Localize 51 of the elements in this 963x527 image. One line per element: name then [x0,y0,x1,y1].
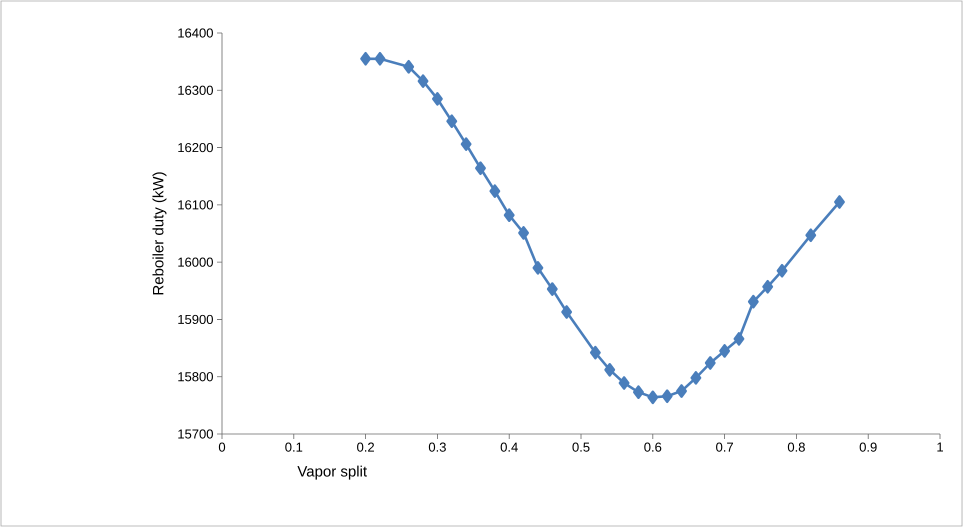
y-tick-label: 15700 [178,429,213,439]
y-tick-label: 16000 [178,258,213,267]
x-tick-label: 0.7 [716,442,733,452]
y-tick-label: 16300 [178,86,213,95]
y-tick-label: 16100 [178,200,213,210]
point [489,184,500,198]
point [633,385,644,399]
x-tick-label: 1 [937,442,943,452]
point [475,161,486,175]
point [805,228,816,242]
x-tick-label: 0 [218,442,226,452]
point [676,384,687,398]
y-tick-label: 16200 [178,142,213,152]
point [360,52,372,66]
x-tick-label: 0.6 [644,442,662,452]
point [748,294,759,308]
x-tick-label: 0.8 [788,442,805,452]
point [762,280,774,294]
point [662,389,673,403]
point [704,356,716,370]
point [418,74,428,88]
x-tick-label: 0.1 [285,442,302,452]
point [734,332,744,346]
x-tick-label: 0.4 [500,442,518,452]
point [834,195,845,209]
point [546,282,558,296]
point [719,344,730,358]
y-tick-label: 15900 [178,314,213,324]
point [618,376,630,390]
point [690,371,702,385]
x-tick-label: 0.5 [572,442,590,452]
x-tick-label: 0.2 [357,442,374,452]
point [647,390,658,404]
point [518,226,529,240]
point [460,137,472,151]
y-axis-title: Reboiler duty (kW) [152,172,166,294]
point [432,92,443,106]
point [604,363,616,377]
point [590,346,601,360]
point [446,114,458,128]
point [532,261,544,275]
x-axis-title: Vapor split [297,466,367,480]
point [561,305,572,319]
y-tick-label: 15800 [178,372,213,382]
point [776,264,788,278]
point [374,52,386,66]
point [504,208,515,222]
point [403,60,414,74]
y-tick-label: 16400 [178,28,213,38]
x-tick-label: 0.9 [860,442,877,452]
x-tick-label: 0.3 [428,442,446,452]
